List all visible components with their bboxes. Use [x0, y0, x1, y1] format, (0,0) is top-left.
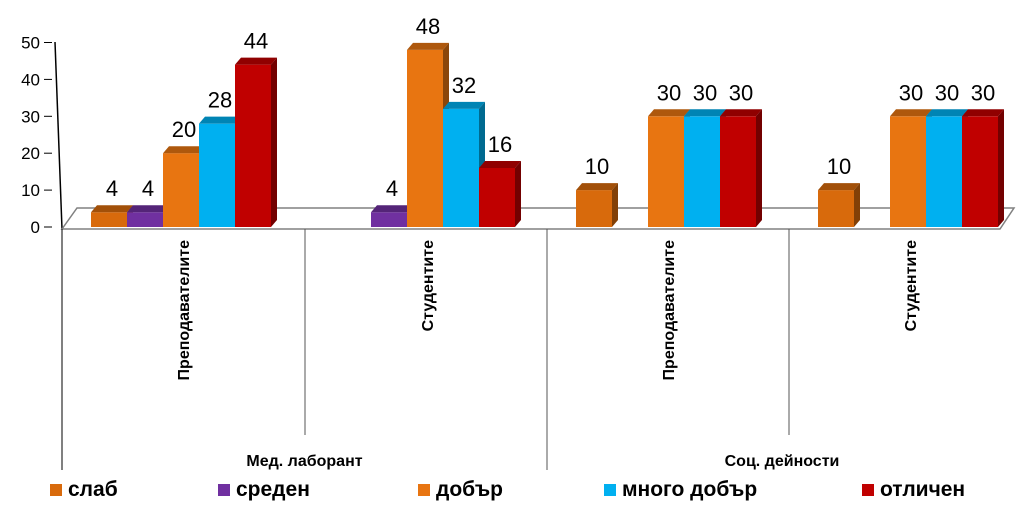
bar-top-face: [890, 109, 932, 117]
legend-label: добър: [436, 478, 503, 501]
y-tick-label: 40: [21, 70, 40, 89]
bar-side-face: [756, 109, 762, 227]
bar-top-face: [199, 116, 241, 124]
bar-слаб: [91, 212, 127, 227]
data-label: 4: [386, 176, 398, 201]
bar-отличен: [962, 116, 998, 227]
legend-swatch: [218, 484, 230, 496]
data-label: 16: [488, 132, 512, 157]
legend-label: слаб: [68, 478, 118, 501]
bar-отличен: [720, 116, 756, 227]
bar-top-face: [407, 42, 449, 50]
legend-swatch: [862, 484, 874, 496]
chart-floor: [60, 207, 1016, 230]
bar-top-face: [163, 146, 205, 154]
bar-добър: [163, 153, 199, 227]
bar-top-face: [684, 109, 726, 117]
bar-top-face: [371, 205, 413, 213]
bar-добър: [648, 116, 684, 227]
data-label: 30: [971, 80, 995, 105]
data-label: 44: [244, 29, 268, 54]
bar-много-добър: [926, 116, 962, 227]
bar-top-face: [91, 205, 133, 213]
y-tick-label: 10: [21, 181, 40, 200]
bar-top-face: [818, 183, 860, 191]
data-label: 30: [657, 80, 681, 105]
data-label: 30: [729, 80, 753, 105]
bar-добър: [890, 116, 926, 227]
bar-side-face: [271, 57, 277, 227]
bar-top-face: [648, 109, 690, 117]
bar-side-face: [998, 109, 1004, 227]
bar-top-face: [576, 183, 618, 191]
bar-много-добър: [684, 116, 720, 227]
bar-side-face: [612, 183, 618, 227]
bar-отличен: [235, 64, 271, 227]
bar-top-face: [235, 57, 277, 65]
y-axis-line: [54, 41, 63, 230]
data-label: 30: [693, 80, 717, 105]
bar-top-face: [720, 109, 762, 117]
legend-label: много добър: [622, 478, 757, 501]
bar-top-face: [479, 160, 521, 168]
subgroup-label: Преподавателите: [176, 240, 193, 381]
bar-много-добър: [443, 108, 479, 227]
y-tick-label: 20: [21, 144, 40, 163]
y-tick-label: 50: [21, 34, 40, 53]
data-label: 32: [452, 73, 476, 98]
subgroup-label: Студентите: [420, 240, 437, 332]
legend-label: среден: [236, 478, 310, 501]
group-label: Мед. лаборант: [246, 453, 362, 470]
data-label: 30: [899, 80, 923, 105]
bar-слаб: [818, 190, 854, 227]
bar-слаб: [576, 190, 612, 227]
bar-много-добър: [199, 123, 235, 227]
legend-swatch: [604, 484, 616, 496]
bar-side-face: [854, 183, 860, 227]
data-label: 4: [106, 176, 118, 201]
bar-среден: [371, 212, 407, 227]
bar-среден: [127, 212, 163, 227]
data-label: 28: [208, 88, 232, 113]
data-label: 4: [142, 176, 154, 201]
legend-swatch: [50, 484, 62, 496]
bar-добър: [407, 49, 443, 227]
data-label: 10: [827, 154, 851, 179]
data-label: 10: [585, 154, 609, 179]
y-tick-label: 0: [31, 218, 40, 237]
y-tick-label: 30: [21, 107, 40, 126]
bar-side-face: [515, 160, 521, 227]
data-label: 20: [172, 117, 196, 142]
bar-top-face: [127, 205, 169, 213]
bar-top-face: [926, 109, 968, 117]
legend-label: отличен: [880, 478, 965, 501]
data-label: 48: [416, 14, 440, 39]
subgroup-label: Студентите: [903, 240, 920, 332]
legend-swatch: [418, 484, 430, 496]
data-label: 30: [935, 80, 959, 105]
subgroup-label: Преподавателите: [661, 240, 678, 381]
bar-top-face: [962, 109, 1004, 117]
group-label: Соц. дейности: [725, 453, 840, 470]
bar-top-face: [443, 101, 485, 109]
bar-отличен: [479, 167, 515, 227]
